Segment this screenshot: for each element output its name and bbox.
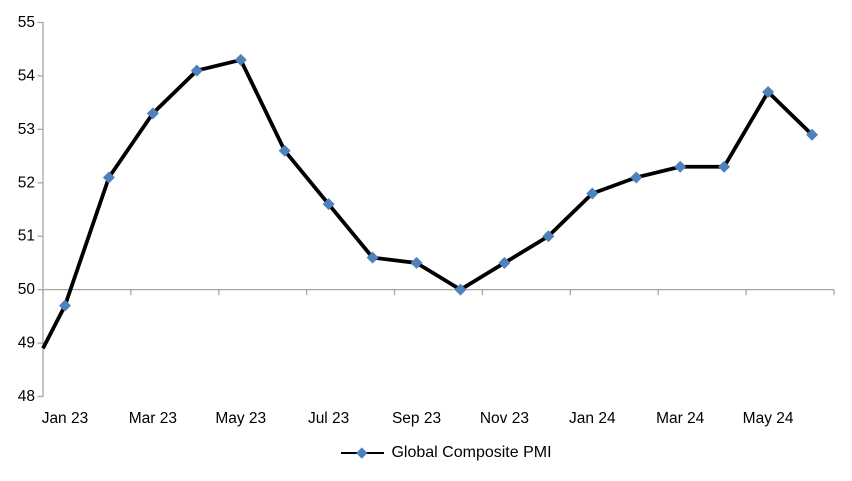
data-point-marker — [190, 64, 203, 77]
legend: Global Composite PMI — [51, 443, 842, 463]
y-axis-label: 52 — [18, 174, 35, 191]
x-axis-label: Jan 24 — [569, 410, 616, 427]
data-point-marker — [234, 53, 247, 66]
legend-line-marker-icon — [341, 447, 385, 459]
x-axis-label: May 24 — [743, 410, 794, 427]
data-point-marker — [806, 128, 819, 141]
data-point-marker — [58, 299, 71, 312]
data-point-marker — [102, 171, 115, 184]
y-axis-label: 51 — [18, 228, 35, 245]
y-axis-label: 49 — [18, 335, 35, 352]
y-axis-label: 50 — [18, 281, 36, 298]
data-point-marker — [454, 283, 467, 296]
y-axis-label: 48 — [18, 388, 35, 405]
x-axis-label: Jul 23 — [308, 410, 349, 427]
data-point-marker — [718, 160, 731, 173]
data-point-marker — [586, 187, 599, 200]
x-axis-label: May 23 — [215, 410, 266, 427]
x-axis-label: Jan 23 — [42, 410, 89, 427]
data-point-marker — [146, 107, 159, 120]
data-point-marker — [410, 256, 423, 269]
x-axis-label: Mar 24 — [656, 410, 705, 427]
y-axis-label: 53 — [18, 121, 35, 138]
x-axis-label: Nov 23 — [480, 410, 529, 427]
data-point-marker — [762, 85, 775, 98]
pmi-series-line — [41, 57, 814, 350]
data-point-marker — [366, 251, 379, 264]
data-point-marker — [278, 144, 291, 157]
legend-label: Global Composite PMI — [391, 444, 552, 461]
x-axis-label: Mar 23 — [129, 410, 177, 427]
x-axis-label: Sep 23 — [392, 410, 441, 427]
data-point-marker — [542, 230, 555, 243]
legend-diamond-icon — [356, 447, 368, 459]
y-axis-label: 54 — [18, 67, 36, 84]
data-point-marker — [322, 198, 335, 211]
data-point-marker — [498, 256, 511, 269]
data-point-marker — [630, 171, 643, 184]
y-axis-label: 55 — [18, 14, 35, 31]
data-point-marker — [674, 160, 687, 173]
